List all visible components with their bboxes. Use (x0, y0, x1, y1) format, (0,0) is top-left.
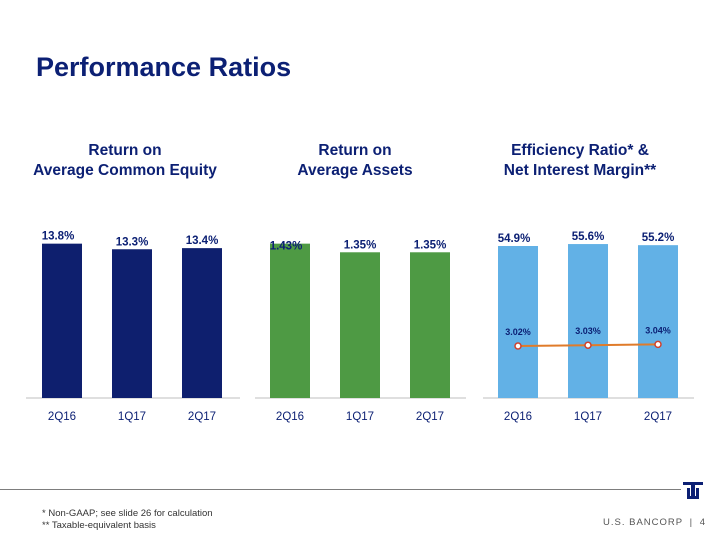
x-tick-label: 1Q17 (118, 411, 146, 423)
footnote-non-gaap: * Non-GAAP; see slide 26 for calculation (42, 508, 213, 519)
x-tick-label: 2Q16 (276, 411, 304, 423)
bar (498, 245, 538, 398)
footnote-taxable: ** Taxable-equivalent basis (42, 520, 156, 531)
x-tick-label: 1Q17 (574, 411, 602, 423)
bar-value-label: 13.4% (186, 235, 219, 247)
nim-point (514, 342, 522, 350)
brand-footer: U.S. BANCORP | 4 (603, 517, 706, 528)
chart-title-line: Return on (318, 142, 392, 159)
x-tick-label: 2Q17 (644, 411, 672, 423)
bar (182, 248, 222, 398)
x-tick-label: 2Q16 (48, 411, 76, 423)
bar (42, 243, 82, 398)
chart-title-line: Average Common Equity (33, 162, 217, 179)
bar (112, 249, 152, 398)
chart-title-line: Efficiency Ratio* & (511, 142, 649, 159)
bank-logo-icon (681, 480, 705, 502)
brand-name: U.S. BANCORP (603, 517, 683, 528)
bar-value-label: 1.43% (270, 241, 303, 253)
bar (568, 244, 608, 398)
bar-value-label: 55.2% (642, 232, 675, 244)
nim-value-label: 3.02% (505, 327, 531, 337)
x-tick-label: 1Q17 (346, 411, 374, 423)
page-title: Performance Ratios (36, 52, 292, 82)
x-tick-label: 2Q17 (188, 411, 216, 423)
bar (638, 245, 678, 398)
chart-title-roa: Return on Average Assets (255, 141, 455, 181)
chart-title-line: Return on (88, 142, 162, 159)
x-tick-label: 2Q17 (416, 411, 444, 423)
bar-value-label: 13.3% (116, 236, 149, 248)
bar-value-label: 55.6% (572, 231, 605, 243)
footer-divider (0, 489, 690, 490)
x-tick-label: 2Q16 (504, 411, 532, 423)
bar (340, 252, 380, 398)
nim-point (584, 341, 592, 349)
bar (270, 243, 310, 398)
nim-point (654, 340, 662, 349)
chart-title-efficiency: Efficiency Ratio* & Net Interest Margin*… (480, 141, 680, 181)
bar-value-label: 1.35% (344, 239, 377, 251)
chart-title-line: Average Assets (297, 162, 413, 179)
page-number: 4 (699, 517, 706, 528)
brand-separator: | (689, 517, 694, 528)
chart-title-roe: Return on Average Common Equity (20, 141, 230, 181)
chart-title-line: Net Interest Margin** (503, 162, 657, 179)
bar (410, 252, 450, 398)
bar-value-label: 54.9% (498, 233, 531, 245)
nim-value-label: 3.03% (575, 326, 601, 336)
bar-value-label: 13.8% (42, 231, 75, 243)
bar-value-label: 1.35% (414, 239, 447, 251)
nim-value-label: 3.04% (645, 325, 671, 335)
